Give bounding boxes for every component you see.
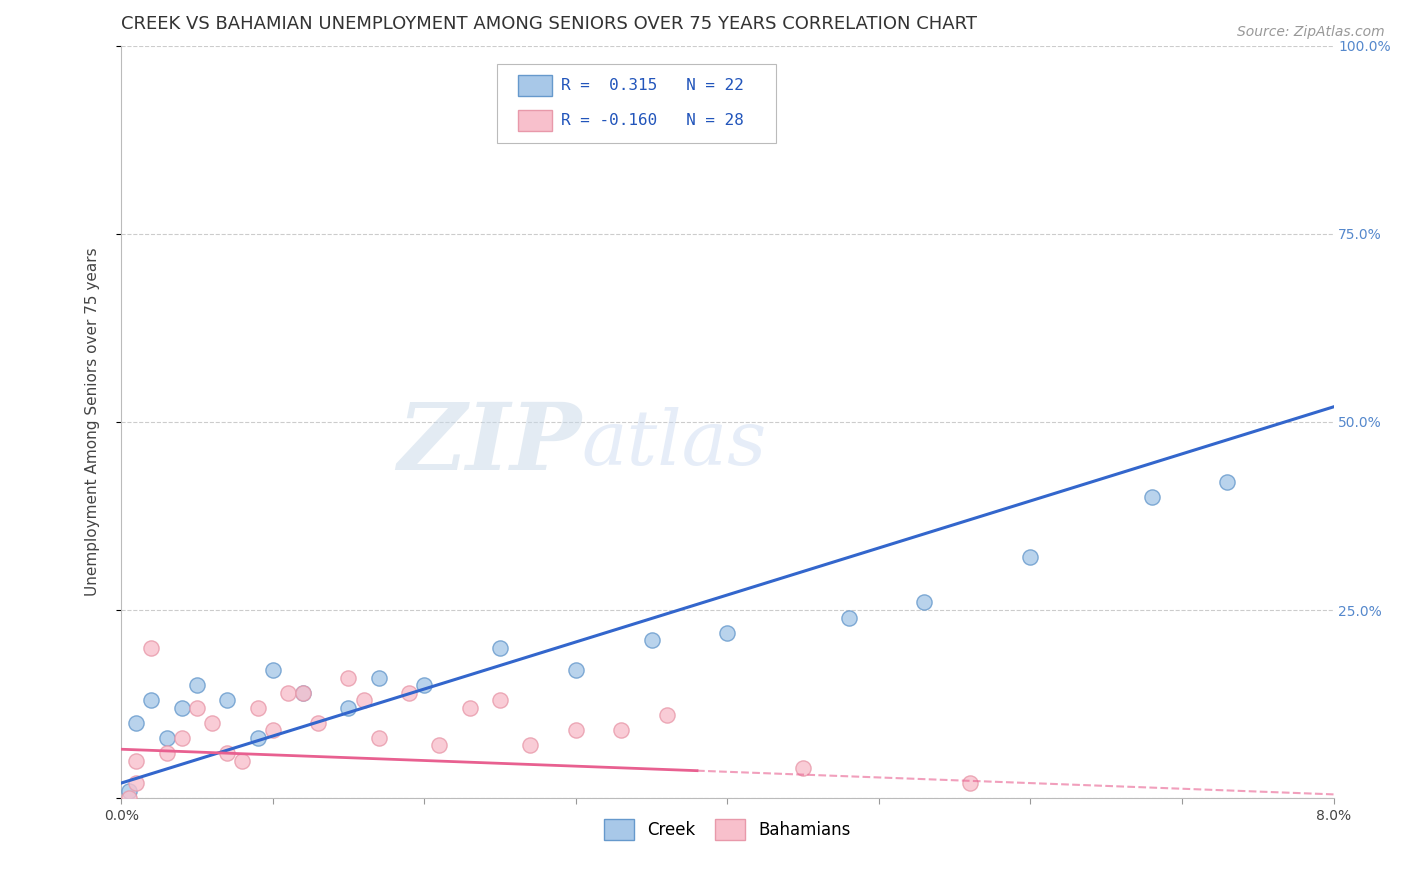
Text: R =  0.315   N = 22: R = 0.315 N = 22	[561, 78, 744, 93]
FancyBboxPatch shape	[517, 110, 551, 131]
Point	[118, 783, 141, 797]
Point	[246, 701, 269, 715]
Point	[610, 723, 633, 738]
Point	[337, 701, 360, 715]
Point	[413, 678, 436, 692]
Point	[792, 761, 814, 775]
Point	[217, 746, 239, 760]
Text: CREEK VS BAHAMIAN UNEMPLOYMENT AMONG SENIORS OVER 75 YEARS CORRELATION CHART: CREEK VS BAHAMIAN UNEMPLOYMENT AMONG SEN…	[121, 15, 977, 33]
Point	[838, 610, 860, 624]
Point	[655, 708, 678, 723]
Point	[337, 671, 360, 685]
Point	[489, 640, 512, 655]
Point	[170, 731, 193, 745]
Point	[291, 686, 314, 700]
Point	[353, 693, 375, 707]
Point	[307, 715, 329, 730]
Point	[519, 739, 541, 753]
FancyBboxPatch shape	[517, 75, 551, 96]
Point	[367, 731, 389, 745]
Text: ZIP: ZIP	[398, 400, 582, 490]
Point	[398, 686, 420, 700]
Point	[186, 701, 208, 715]
Point	[186, 678, 208, 692]
Point	[155, 731, 177, 745]
Point	[217, 693, 239, 707]
Point	[1140, 490, 1163, 504]
Point	[125, 776, 148, 790]
Point	[912, 595, 935, 609]
Point	[565, 663, 588, 677]
Point	[1019, 550, 1042, 565]
FancyBboxPatch shape	[496, 64, 776, 144]
Point	[640, 633, 662, 648]
Point	[367, 671, 389, 685]
Point	[231, 754, 253, 768]
Point	[246, 731, 269, 745]
Text: R = -0.160   N = 28: R = -0.160 N = 28	[561, 112, 744, 128]
Y-axis label: Unemployment Among Seniors over 75 years: Unemployment Among Seniors over 75 years	[86, 248, 100, 596]
Text: atlas: atlas	[582, 408, 768, 482]
Point	[125, 715, 148, 730]
Point	[125, 754, 148, 768]
Point	[155, 746, 177, 760]
Point	[262, 663, 284, 677]
Legend: Creek, Bahamians: Creek, Bahamians	[598, 813, 858, 847]
Point	[1216, 475, 1239, 489]
Point	[201, 715, 224, 730]
Point	[458, 701, 481, 715]
Point	[277, 686, 299, 700]
Point	[141, 640, 163, 655]
Point	[262, 723, 284, 738]
Point	[429, 739, 451, 753]
Point	[170, 701, 193, 715]
Point	[291, 686, 314, 700]
Point	[565, 723, 588, 738]
Text: Source: ZipAtlas.com: Source: ZipAtlas.com	[1237, 25, 1385, 39]
Point	[489, 693, 512, 707]
Point	[716, 625, 738, 640]
Point	[118, 791, 141, 805]
Point	[959, 776, 981, 790]
Point	[141, 693, 163, 707]
